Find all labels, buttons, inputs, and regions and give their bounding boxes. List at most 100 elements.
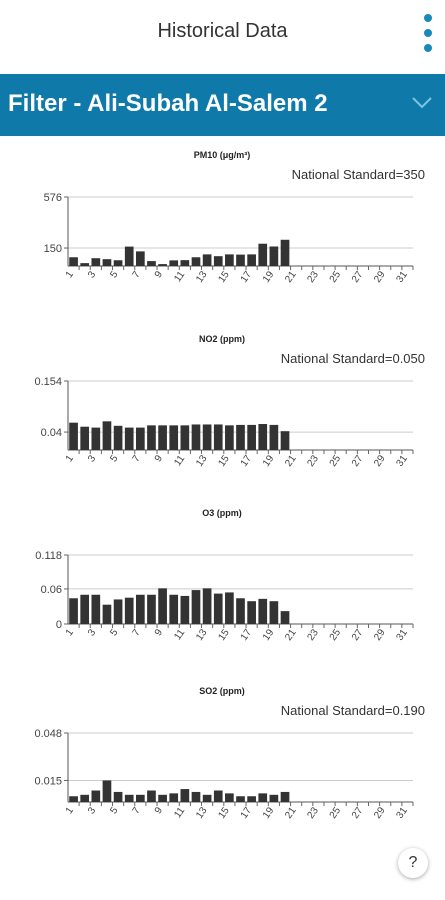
x-tick-label: 27 — [350, 805, 366, 821]
chart-svg: NO2 (ppm) National Standard=0.050 0.154 0.0… — [34, 334, 425, 469]
x-tick-label: 19 — [261, 453, 277, 469]
x-tick-label: 31 — [395, 627, 411, 643]
bar-day-20 — [280, 611, 290, 624]
y-tick-label: 576 — [44, 192, 62, 204]
bar-day-7 — [135, 427, 145, 450]
x-tick-label: 25 — [328, 627, 344, 643]
bar-day-14 — [213, 593, 223, 624]
bar-day-8 — [147, 261, 156, 266]
bar-day-18 — [258, 793, 268, 802]
chart-svg: PM10 (μg/m³) National Standard=350 576 150 1… — [44, 150, 425, 285]
bar-day-4 — [102, 780, 112, 802]
bar-day-16 — [236, 598, 245, 624]
chart-title: O3 (ppm) — [202, 508, 242, 518]
y-tick-label: 0.048 — [34, 728, 62, 740]
x-tick-label: 11 — [172, 627, 187, 642]
bar-day-6 — [124, 794, 134, 802]
help-button[interactable]: ? — [398, 848, 428, 878]
x-tick-label: 29 — [372, 453, 388, 469]
x-tick-label: 29 — [372, 805, 388, 821]
chart-so2: SO2 (ppm) National Standard=0.190 0.048 0.0… — [0, 678, 445, 838]
x-tick-label: 21 — [283, 453, 299, 469]
x-tick-label: 17 — [239, 805, 255, 821]
bar-day-7 — [135, 594, 145, 624]
x-tick-label: 9 — [153, 453, 165, 464]
x-tick-label: 11 — [172, 805, 187, 820]
bar-day-2 — [80, 263, 90, 266]
bar-day-9 — [158, 264, 167, 266]
standard-label: National Standard=350 — [292, 167, 425, 182]
x-tick-label: 17 — [239, 453, 255, 469]
bar-day-13 — [202, 794, 212, 802]
chart-no2: NO2 (ppm) National Standard=0.050 0.154 0.0… — [0, 326, 445, 486]
x-tick-label: 5 — [108, 453, 120, 464]
bar-day-3 — [91, 594, 101, 624]
bar-day-4 — [102, 421, 112, 450]
bar-day-17 — [247, 254, 256, 266]
bar-day-9 — [158, 794, 167, 802]
x-tick-label: 27 — [350, 627, 366, 643]
bar-day-11 — [180, 425, 190, 450]
x-tick-label: 31 — [395, 805, 411, 821]
y-tick-label: 150 — [44, 243, 62, 255]
bar-day-2 — [80, 594, 90, 624]
x-tick-label: 21 — [283, 627, 299, 643]
x-tick-label: 13 — [194, 453, 210, 469]
bar-day-8 — [147, 790, 156, 802]
x-tick-label: 29 — [372, 269, 388, 285]
filter-title: Filter - Ali-Subah Al-Salem 2 — [8, 90, 328, 117]
standard-label: National Standard=0.190 — [281, 703, 425, 718]
x-tick-label: 19 — [261, 627, 277, 643]
x-tick-label: 1 — [64, 269, 76, 280]
bar-day-11 — [180, 789, 190, 802]
bar-day-14 — [213, 256, 223, 266]
bar-day-10 — [169, 260, 179, 266]
x-tick-label: 27 — [350, 269, 366, 285]
x-tick-label: 27 — [350, 453, 366, 469]
bar-day-11 — [180, 595, 190, 624]
bar-day-15 — [225, 592, 234, 624]
x-tick-label: 19 — [261, 805, 277, 821]
x-tick-label: 23 — [305, 269, 321, 285]
bar-day-6 — [124, 427, 134, 450]
bar-day-7 — [135, 794, 145, 802]
x-tick-label: 31 — [395, 269, 411, 285]
chevron-down-icon[interactable] — [411, 96, 433, 110]
filter-bar[interactable]: Filter - Ali-Subah Al-Salem 2 — [0, 74, 445, 136]
x-tick-label: 15 — [216, 805, 232, 821]
x-tick-label: 21 — [283, 805, 299, 821]
bar-day-18 — [258, 243, 268, 266]
x-tick-label: 7 — [131, 453, 143, 464]
bar-day-19 — [269, 601, 279, 624]
standard-label: National Standard=0.050 — [281, 351, 425, 366]
x-tick-label: 15 — [216, 627, 232, 643]
bar-day-15 — [225, 425, 234, 450]
y-tick-label: 0.04 — [41, 427, 62, 439]
bar-day-5 — [113, 791, 123, 802]
bar-day-4 — [102, 259, 112, 266]
bar-day-9 — [158, 588, 167, 624]
x-tick-label: 17 — [239, 269, 255, 285]
x-tick-label: 3 — [86, 453, 98, 464]
chart-title: PM10 (μg/m³) — [194, 150, 251, 160]
bar-day-20 — [280, 791, 290, 802]
bar-day-18 — [258, 598, 268, 624]
bar-day-4 — [102, 604, 112, 624]
x-tick-label: 1 — [64, 627, 76, 638]
x-tick-label: 5 — [108, 805, 120, 816]
x-tick-label: 19 — [261, 269, 277, 285]
x-tick-label: 1 — [64, 805, 76, 816]
kebab-menu-icon[interactable] — [421, 14, 437, 56]
x-tick-label: 23 — [305, 453, 321, 469]
bar-day-16 — [236, 796, 245, 802]
bar-day-17 — [247, 796, 256, 802]
x-tick-label: 11 — [172, 453, 187, 468]
chart-svg: SO2 (ppm) National Standard=0.190 0.048 0.0… — [34, 686, 425, 821]
bar-day-13 — [202, 254, 212, 266]
app-bar: Historical Data — [0, 0, 445, 70]
x-tick-label: 7 — [131, 805, 143, 816]
bar-day-12 — [191, 590, 201, 624]
bar-day-3 — [91, 427, 101, 450]
y-tick-label: 0.015 — [34, 775, 62, 787]
